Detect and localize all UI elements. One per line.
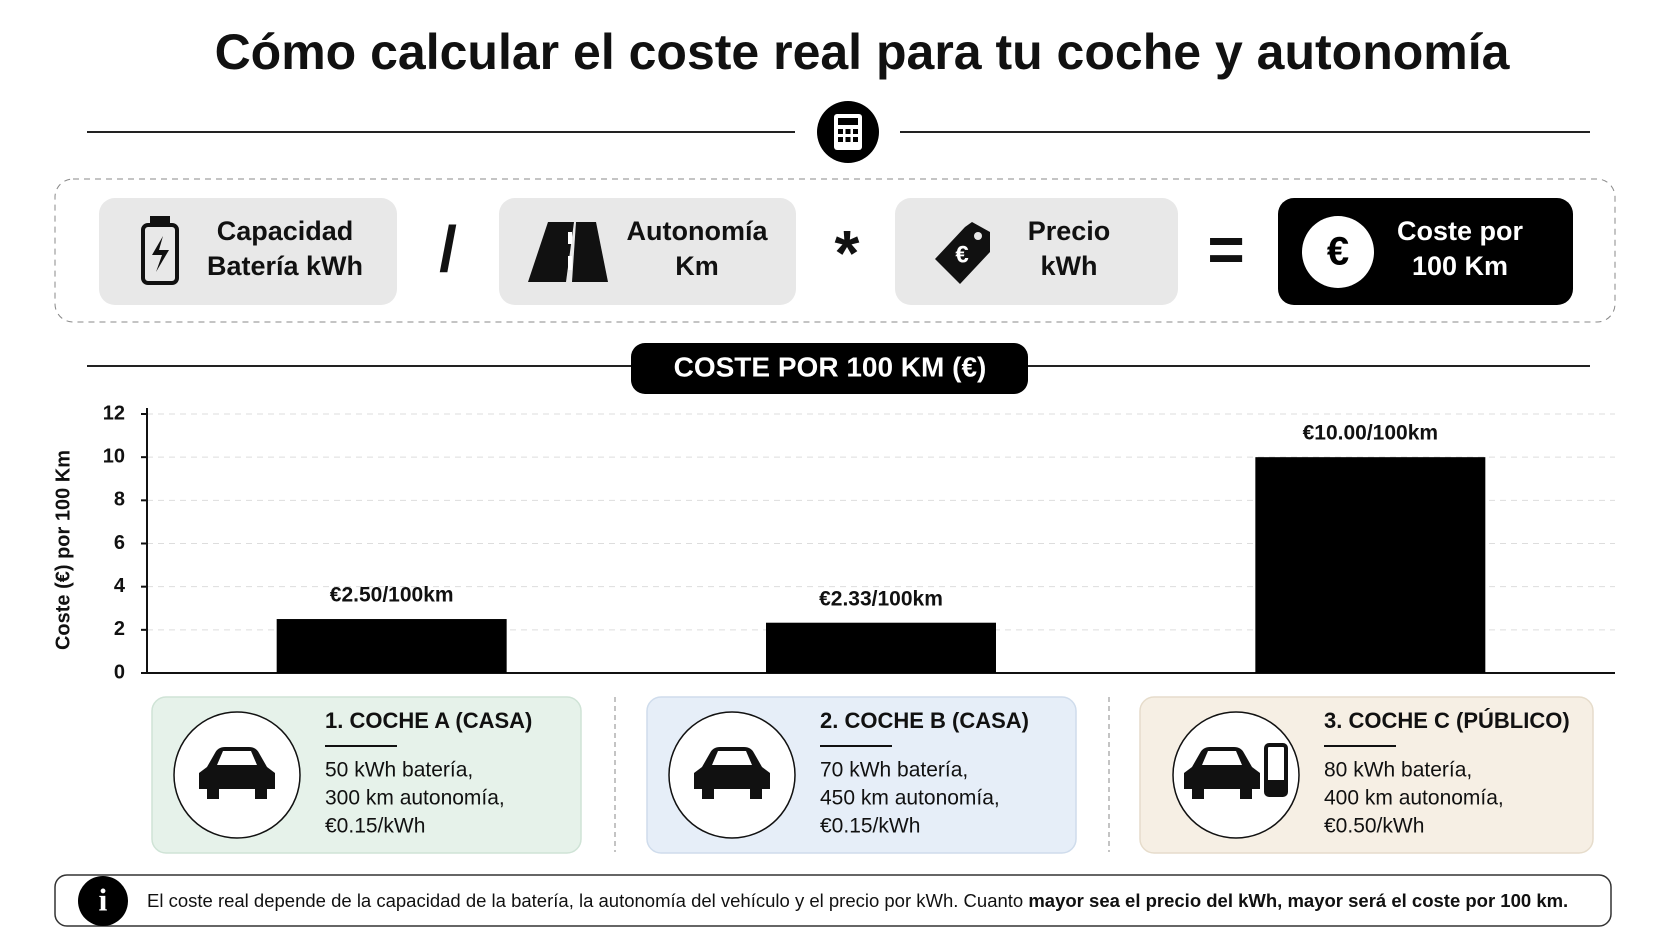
value-label: €2.50/100km	[330, 584, 454, 607]
note-emphasis: mayor sea el precio del kWh, mayor será …	[1028, 890, 1568, 911]
euro-symbol: €	[1327, 230, 1349, 274]
card-line: 400 km autonomía,	[1324, 787, 1504, 810]
term-box	[895, 198, 1178, 305]
cards: 1. COCHE A (CASA) 50 kWh batería, 300 km a…	[151, 696, 1594, 854]
operator: *	[835, 217, 860, 289]
operator: /	[439, 213, 457, 285]
y-tick-label: 6	[114, 532, 125, 554]
result-text: 100 Km	[1412, 251, 1508, 281]
note-text: El coste real depende de la capacidad de…	[147, 890, 1028, 911]
info-icon	[78, 876, 128, 926]
calculator-icon	[817, 101, 879, 163]
euro-icon	[1302, 216, 1374, 288]
operator: =	[1207, 213, 1244, 285]
card-title: 1. COCHE A (CASA)	[325, 708, 532, 733]
card-line: €0.50/kWh	[1324, 815, 1424, 838]
result-text: Coste por	[1397, 216, 1524, 246]
car-icon	[199, 747, 275, 799]
term-text: Batería kWh	[207, 251, 363, 281]
term-text: Precio	[1028, 216, 1111, 246]
battery-icon	[141, 216, 179, 285]
card-line: €0.15/kWh	[325, 815, 425, 838]
charger-base	[1266, 780, 1286, 795]
note: El coste real depende de la capacidad de…	[147, 890, 1568, 911]
car-window	[217, 751, 257, 765]
y-tick-label: 8	[114, 489, 125, 511]
y-tick-label: 0	[114, 661, 125, 683]
value-label: €10.00/100km	[1303, 422, 1438, 445]
bar	[766, 622, 996, 673]
car-window	[712, 751, 752, 765]
title: Cómo calcular el coste real para tu coch…	[215, 24, 1511, 80]
chart-title-pill	[631, 343, 1028, 394]
y-tick-label: 2	[114, 618, 125, 640]
plot: 0 2 4 6 8 10 12 €2.50/100km €2.33/100km €10.00/10…	[103, 402, 1615, 683]
y-tick-label: 10	[103, 445, 125, 467]
card-line: 300 km autonomía,	[325, 787, 505, 810]
car-icon	[694, 747, 770, 799]
formula-box	[54, 178, 1616, 323]
term-text: Autonomía	[627, 216, 769, 246]
y-axis-label: Coste (€) por 100 Km	[52, 450, 74, 650]
car-window	[1202, 751, 1242, 765]
bar	[276, 619, 507, 673]
tag-symbol: €	[955, 241, 968, 268]
car-icon	[1184, 747, 1260, 799]
term-text: Capacidad	[217, 216, 354, 246]
road-icon	[528, 222, 608, 282]
card-title: 2. COCHE B (CASA)	[820, 708, 1029, 733]
bar	[1255, 457, 1486, 673]
card-line: 70 kWh batería,	[820, 759, 968, 782]
card-line: 450 km autonomía,	[820, 787, 1000, 810]
term-text: kWh	[1041, 251, 1098, 281]
info-glyph: i	[99, 881, 108, 917]
y-tick-label: 4	[114, 575, 126, 597]
card-line: 50 kWh batería,	[325, 759, 473, 782]
y-tick-label: 12	[103, 402, 125, 424]
value-label: €2.33/100km	[819, 587, 943, 610]
note-box	[54, 874, 1612, 927]
card-line: 80 kWh batería,	[1324, 759, 1472, 782]
price-tag-icon: €	[935, 222, 990, 284]
card-title: 3. COCHE C (PÚBLICO)	[1324, 708, 1570, 733]
chart-title: COSTE POR 100 KM (€)	[674, 351, 987, 382]
term-text: Km	[675, 251, 719, 281]
card-line: €0.15/kWh	[820, 815, 920, 838]
